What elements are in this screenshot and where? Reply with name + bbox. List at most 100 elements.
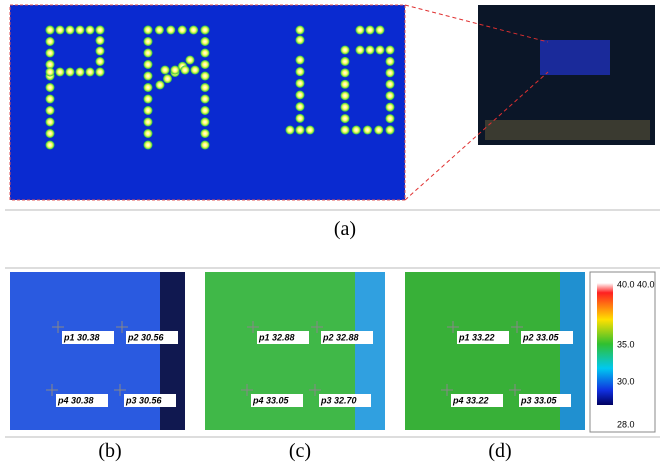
led-dot (163, 74, 172, 83)
point-label: p2 32.88 (322, 332, 359, 342)
led-dot (144, 129, 153, 138)
led-dot (201, 26, 210, 35)
led-dot (46, 49, 55, 58)
led-dot (166, 26, 175, 35)
led-dot (46, 83, 55, 92)
led-dot (341, 114, 350, 123)
led-dot (286, 126, 295, 135)
led-dot (46, 68, 55, 77)
led-dot (201, 60, 210, 69)
led-dot (161, 66, 170, 75)
led-dot (201, 95, 210, 104)
figure: (a) (b) p1 30.38 p2 30.56 p4 30.38 p3 30.56 (… (0, 0, 663, 466)
led-dot (144, 60, 153, 69)
led-dot (341, 126, 350, 135)
led-dot (201, 106, 210, 115)
led-dot (144, 49, 153, 58)
led-dot (386, 103, 395, 112)
led-dot (144, 95, 153, 104)
led-dot (144, 106, 153, 115)
led-dot (144, 26, 153, 35)
led-dot (386, 57, 395, 66)
led-dot (186, 56, 195, 65)
led-dot (56, 26, 65, 35)
led-dot (181, 66, 190, 75)
led-dot (341, 80, 350, 89)
led-dot (356, 26, 365, 35)
led-dot (46, 106, 55, 115)
led-dot (66, 26, 75, 35)
led-dot (86, 68, 95, 77)
point-label: p1 30.38 (63, 332, 100, 342)
led-dot (191, 66, 200, 75)
led-dot (46, 141, 55, 150)
led-dot (96, 47, 105, 56)
led-dot (76, 26, 85, 35)
led-dot (76, 68, 85, 77)
display-connector (485, 120, 650, 140)
led-dot (46, 95, 55, 104)
point-label: p3 30.56 (125, 395, 163, 405)
colorbar-label: 28.0 (617, 419, 635, 429)
caption: (b) (98, 440, 121, 462)
led-dot (178, 26, 187, 35)
point-label: p3 33.05 (520, 395, 558, 405)
led-dot (296, 114, 305, 123)
led-dot (386, 91, 395, 100)
led-dot (356, 46, 365, 55)
led-dot (46, 129, 55, 138)
led-dot (386, 46, 395, 55)
led-dot (306, 126, 315, 135)
led-dot (296, 91, 305, 100)
led-dot (296, 79, 305, 88)
led-dot (96, 36, 105, 45)
point-label: p4 30.38 (57, 395, 94, 405)
colorbar-label: 30.0 (617, 376, 635, 386)
led-dot (86, 26, 95, 35)
led-dot (386, 68, 395, 77)
led-dot (386, 114, 395, 123)
led-dot (341, 68, 350, 77)
led-dot (366, 26, 375, 35)
led-dot (296, 102, 305, 111)
led-dot (341, 57, 350, 66)
led-dot (296, 26, 305, 35)
led-dot (201, 129, 210, 138)
colorbar-label: 35.0 (617, 339, 635, 349)
point-label: p2 33.05 (522, 332, 560, 342)
colorbar-label: 40.0 40.0 (617, 279, 655, 289)
led-dot (296, 56, 305, 65)
led-dot (201, 141, 210, 150)
caption: (c) (289, 440, 311, 462)
led-dot (386, 80, 395, 89)
led-dot (156, 81, 165, 90)
led-dot (201, 37, 210, 46)
led-dot (144, 141, 153, 150)
led-dot (144, 37, 153, 46)
caption: (a) (334, 218, 356, 240)
led-dot (341, 46, 350, 55)
led-dot (96, 57, 105, 66)
led-dot (171, 66, 180, 75)
point-label: p4 33.22 (452, 395, 489, 405)
led-dot (56, 68, 65, 77)
led-dot (144, 72, 153, 81)
led-dot (296, 126, 305, 135)
point-label: p1 32.88 (258, 332, 295, 342)
led-dot (201, 49, 210, 58)
led-dot (376, 46, 385, 55)
point-label: p3 32.70 (320, 395, 357, 405)
led-dot (144, 83, 153, 92)
led-dot (363, 126, 372, 135)
point-label: p4 33.05 (252, 395, 290, 405)
led-dot (201, 72, 210, 81)
led-dot (352, 126, 361, 135)
point-label: p2 30.56 (127, 332, 165, 342)
led-dot (96, 26, 105, 35)
led-dot (46, 26, 55, 35)
led-dot (144, 118, 153, 127)
caption: (d) (488, 440, 511, 462)
colorbar (597, 283, 613, 405)
led-dot (341, 103, 350, 112)
led-dot (201, 118, 210, 127)
